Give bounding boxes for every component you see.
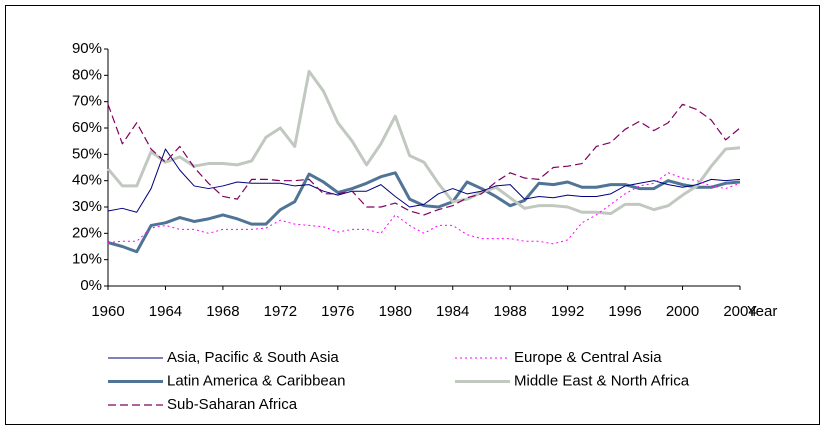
x-tick-label: 2000 [666, 303, 699, 320]
y-tick-label: 30% [72, 198, 102, 215]
legend-label: Latin America & Caribbean [167, 372, 345, 389]
legend-label: Asia, Pacific & South Asia [167, 349, 339, 366]
x-tick-label: 1960 [91, 303, 124, 320]
series-line [107, 148, 741, 213]
y-tick-label: 20% [72, 224, 102, 241]
y-tick-label: 90% [72, 40, 102, 57]
x-tick-label: 1964 [149, 303, 182, 320]
x-tick-label: 1988 [493, 303, 526, 320]
legend-label: Sub-Saharan Africa [167, 396, 298, 413]
x-tick-label: 2004 [723, 303, 756, 320]
y-tick-label: 70% [72, 93, 102, 110]
legend-label: Europe & Central Asia [514, 349, 662, 366]
y-tick-label: 80% [72, 66, 102, 83]
x-axis-label: Year [747, 303, 777, 320]
series-line [107, 103, 741, 216]
x-tick-label: 1996 [608, 303, 641, 320]
y-tick-label: 40% [72, 172, 102, 189]
series-line [106, 69, 741, 216]
x-tick-label: 1992 [551, 303, 584, 320]
x-tick-label: 1976 [321, 303, 354, 320]
y-tick-label: 0% [80, 277, 102, 294]
x-tick-label: 1984 [436, 303, 469, 320]
x-tick-label: 1980 [379, 303, 412, 320]
x-tick-label: 1968 [206, 303, 239, 320]
x-tick-label: 1972 [264, 303, 297, 320]
y-tick-label: 50% [72, 145, 102, 162]
chart-frame [5, 5, 820, 425]
series-line [107, 172, 741, 245]
y-tick-label: 60% [72, 119, 102, 136]
series-line [107, 171, 741, 254]
legend-label: Middle East & North Africa [514, 372, 690, 389]
y-tick-label: 10% [72, 251, 102, 268]
